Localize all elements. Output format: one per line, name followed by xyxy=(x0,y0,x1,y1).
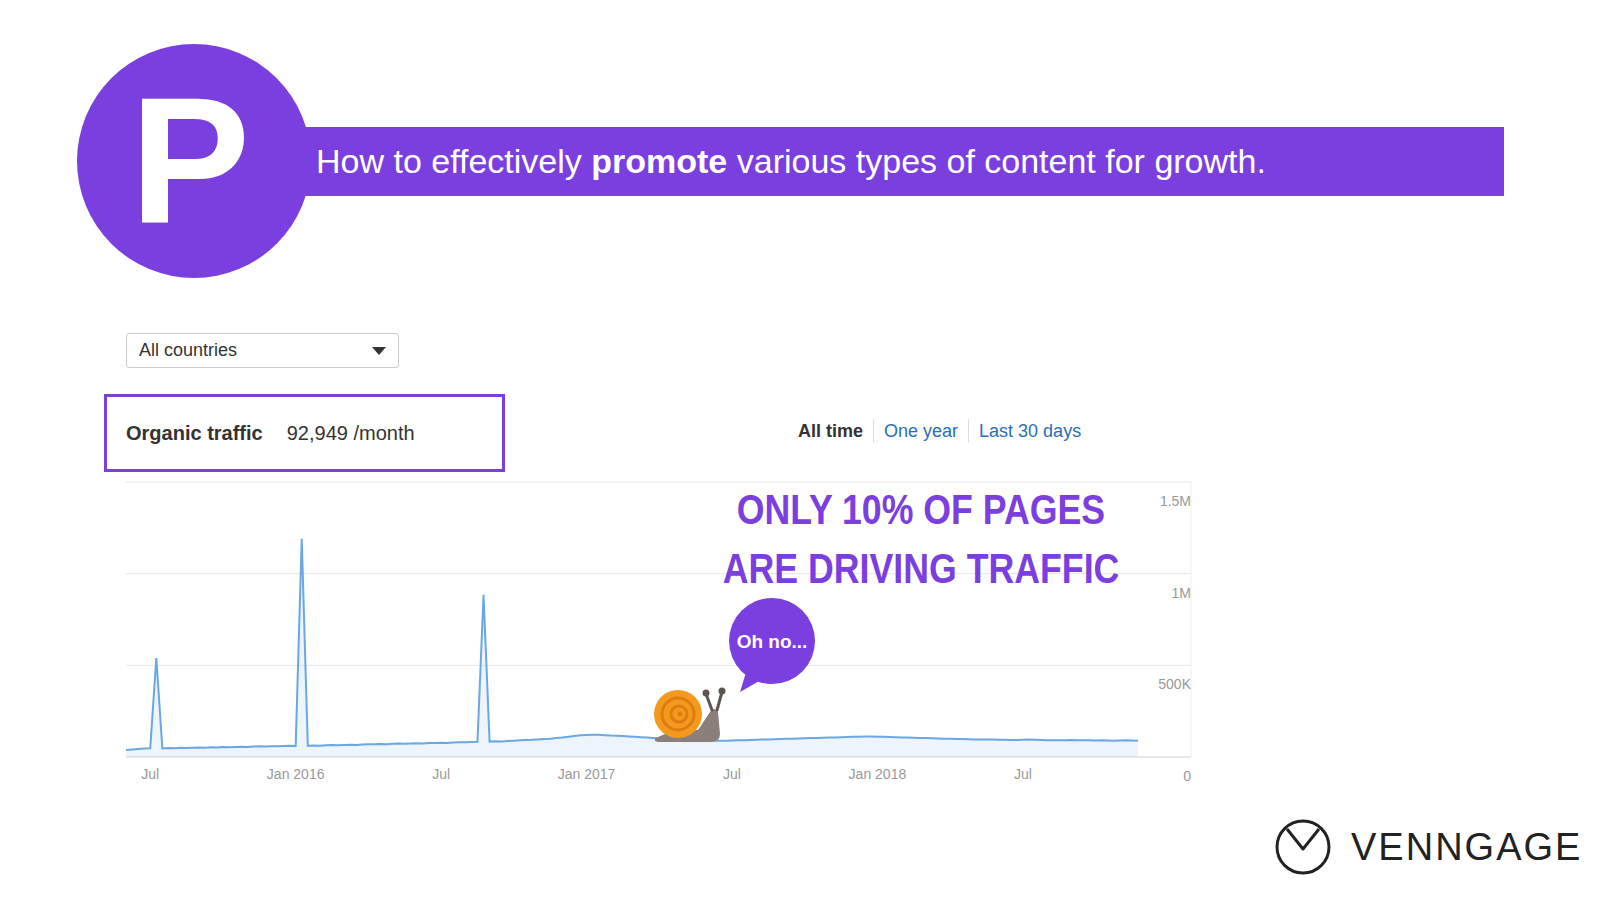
svg-text:Jan 2016: Jan 2016 xyxy=(267,766,325,782)
svg-text:Jul: Jul xyxy=(723,766,741,782)
svg-text:Jan 2017: Jan 2017 xyxy=(558,766,616,782)
html-text:ARE DRIVING TRAFFIC: ARE DRIVING TRAFFIC xyxy=(722,545,1120,592)
html-text:All countries: All countries xyxy=(139,340,237,360)
svg-text:Oh no...: Oh no... xyxy=(737,631,808,652)
svg-text:Jul: Jul xyxy=(141,766,159,782)
html-text:All time: All time xyxy=(798,420,863,441)
html-text:Last 30 days: Last 30 days xyxy=(979,420,1082,441)
html-text:Organic traffic: Organic traffic xyxy=(126,421,263,444)
html-text:How to effectively promote var: How to effectively promote various types… xyxy=(316,142,1266,180)
svg-text:1M: 1M xyxy=(1172,585,1191,601)
svg-text:1.5M: 1.5M xyxy=(1160,493,1191,509)
svg-text:Jul: Jul xyxy=(1014,766,1032,782)
html-text:ONLY 10% OF PAGES: ONLY 10% OF PAGES xyxy=(736,486,1106,533)
html-text:P: P xyxy=(130,60,250,261)
svg-text:Jan 2018: Jan 2018 xyxy=(849,766,907,782)
svg-text:500K: 500K xyxy=(1158,676,1191,692)
svg-text:0: 0 xyxy=(1183,768,1191,784)
html-text:92,949 /month: 92,949 /month xyxy=(286,421,415,444)
html-text:VENNGAGE: VENNGAGE xyxy=(1351,826,1583,868)
svg-text:Jul: Jul xyxy=(432,766,450,782)
html-text:One year: One year xyxy=(884,420,959,441)
